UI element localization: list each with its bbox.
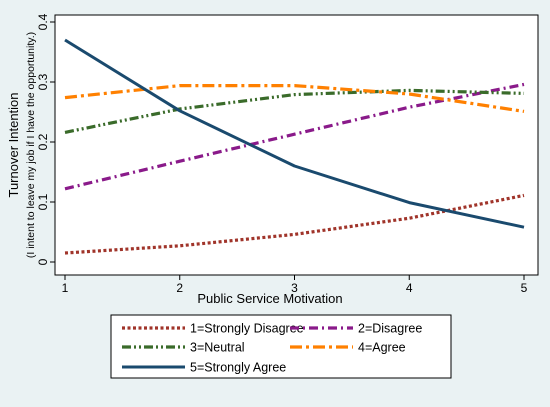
x-tick-label: 3 <box>291 281 298 295</box>
y-axis-title: Turnover Intention <box>6 92 21 197</box>
series-line-2 <box>64 82 525 191</box>
x-tick-label: 5 <box>521 281 528 295</box>
y-tick-label: 0 <box>36 258 50 265</box>
legend-label-4: 4=Agree <box>358 341 406 355</box>
y-axis-subtitle: (I intent to leave my job if I have the … <box>25 32 37 258</box>
series-line-3 <box>64 88 525 134</box>
legend-label-3: 3=Neutral <box>190 341 245 355</box>
legend-label-5: 5=Strongly Agree <box>190 361 286 375</box>
x-tick-label: 1 <box>62 281 69 295</box>
x-tick-label: 2 <box>176 281 183 295</box>
x-axis-title: Public Service Motivation <box>197 291 342 306</box>
legend-label-2: 2=Disagree <box>358 322 422 336</box>
series-lines <box>64 38 525 255</box>
plot-area <box>54 14 539 276</box>
series-line-4 <box>64 83 525 113</box>
series-line-5 <box>64 38 525 229</box>
y-tick-label: 0.1 <box>36 193 50 210</box>
legend: 1=Strongly Disagree 2=Disagree 3=Neutral 4=… <box>110 314 452 379</box>
legend-label-1: 1=Strongly Disagree <box>190 322 304 336</box>
x-axis: 1 2 3 4 5 <box>62 275 528 295</box>
x-tick-label: 4 <box>406 281 413 295</box>
y-tick-label: 0.3 <box>36 73 50 90</box>
y-tick-label: 0.2 <box>36 133 50 150</box>
y-tick-label: 0.4 <box>36 13 50 30</box>
y-axis: 0 0.1 0.2 0.3 0.4 <box>36 13 55 265</box>
